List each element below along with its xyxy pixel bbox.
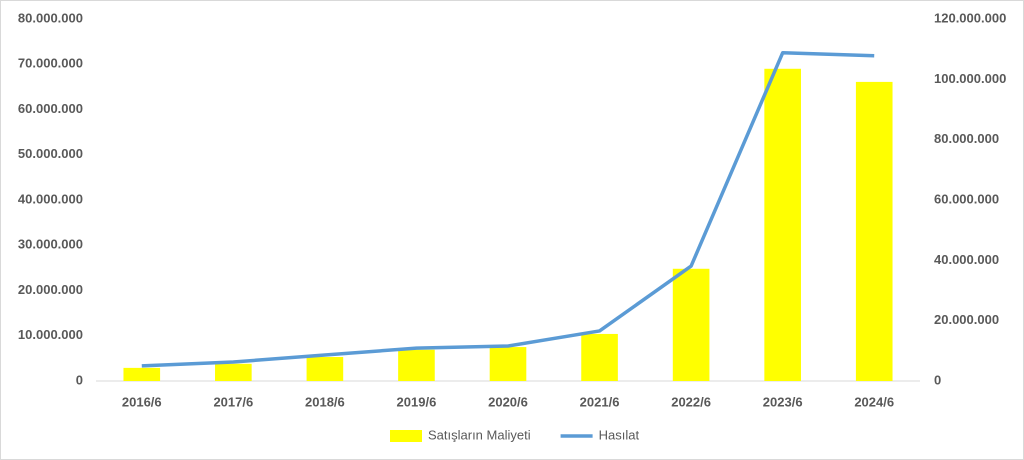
- bar: [306, 357, 344, 381]
- x-tick-label: 2018/6: [305, 394, 345, 409]
- bar: [672, 268, 710, 381]
- y-tick-label: 0: [76, 372, 83, 387]
- x-tick-label: 2022/6: [671, 394, 711, 409]
- y2-tick-label: 80.000.000: [934, 131, 999, 146]
- y-tick-label: 60.000.000: [18, 101, 83, 116]
- legend-label: Hasılat: [599, 427, 640, 442]
- bar: [581, 333, 618, 381]
- y2-tick-label: 0: [934, 372, 941, 387]
- y-tick-label: 80.000.000: [18, 10, 83, 25]
- x-tick-label: 2020/6: [488, 394, 528, 409]
- y-tick-label: 50.000.000: [18, 146, 83, 161]
- bar: [489, 347, 527, 381]
- x-tick-label: 2021/6: [580, 394, 620, 409]
- y2-tick-label: 40.000.000: [934, 252, 999, 267]
- y-tick-label: 70.000.000: [18, 56, 83, 71]
- y-tick-label: 20.000.000: [18, 282, 83, 297]
- y2-tick-label: 60.000.000: [934, 191, 999, 206]
- y-tick-label: 10.000.000: [18, 327, 83, 342]
- x-tick-label: 2017/6: [213, 394, 253, 409]
- x-tick-label: 2024/6: [854, 394, 894, 409]
- y2-tick-label: 120.000.000: [934, 10, 1006, 25]
- legend-label: Satışların Maliyeti: [428, 427, 531, 442]
- y2-tick-label: 100.000.000: [934, 71, 1006, 86]
- x-tick-label: 2019/6: [397, 394, 437, 409]
- line: [141, 51, 875, 368]
- y-tick-label: 40.000.000: [18, 191, 83, 206]
- y2-tick-label: 20.000.000: [934, 312, 999, 327]
- bar: [215, 363, 252, 381]
- bar: [764, 68, 801, 382]
- x-tick-label: 2023/6: [763, 394, 803, 409]
- x-tick-label: 2016/6: [122, 394, 162, 409]
- y-tick-label: 30.000.000: [18, 237, 83, 252]
- bar: [398, 349, 435, 381]
- bar: [855, 81, 893, 382]
- legend-swatch: [390, 430, 422, 442]
- bar: [123, 367, 161, 381]
